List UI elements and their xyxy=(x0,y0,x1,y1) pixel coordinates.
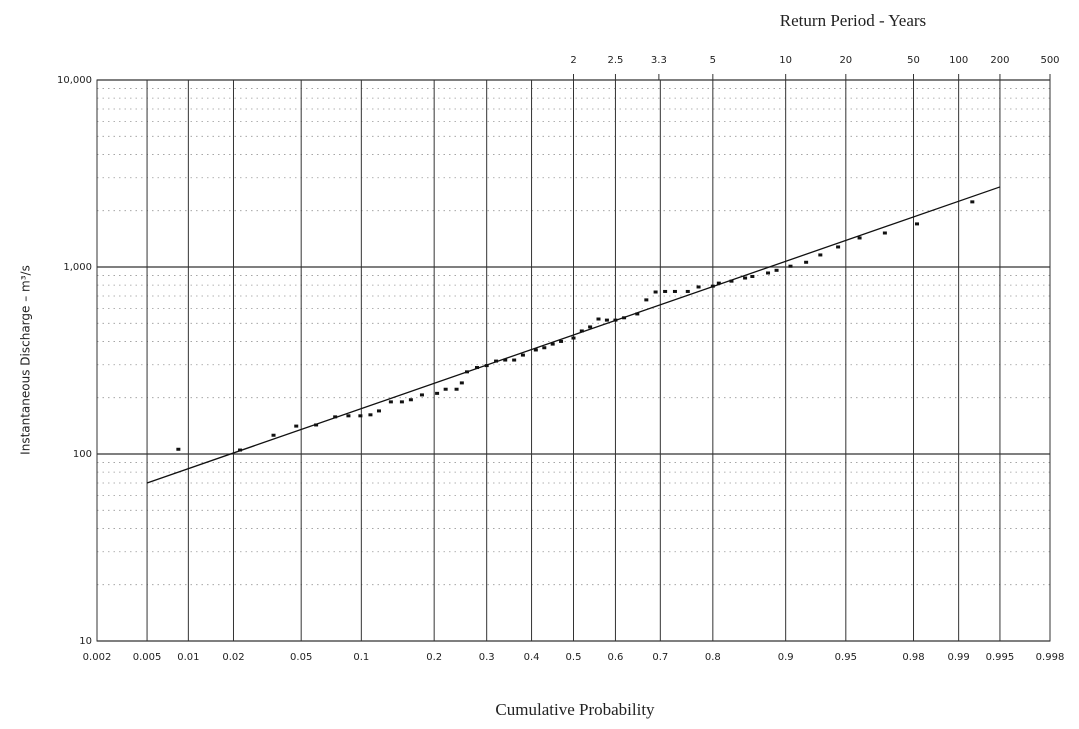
x-tick-label: 0.01 xyxy=(177,652,199,663)
data-point xyxy=(388,400,393,404)
data-point xyxy=(271,433,276,437)
data-point xyxy=(176,447,181,451)
data-point xyxy=(368,413,373,417)
x2-tick-label: 500 xyxy=(1040,55,1059,66)
x-axis-label: Cumulative Probability xyxy=(495,700,655,719)
data-point xyxy=(443,387,448,391)
data-point xyxy=(788,264,793,268)
data-point xyxy=(716,281,721,285)
x2-tick-label: 2.5 xyxy=(607,55,623,66)
data-point xyxy=(559,339,564,343)
data-point xyxy=(454,387,459,391)
plot-frame xyxy=(96,79,1051,642)
x-tick-label: 0.1 xyxy=(353,652,369,663)
y-tick-label: 10,000 xyxy=(57,75,92,86)
x2-tick-label: 2 xyxy=(570,55,576,66)
x-tick-label: 0.998 xyxy=(1036,652,1065,663)
data-point xyxy=(399,400,404,404)
data-point xyxy=(419,393,424,397)
data-point xyxy=(512,358,517,362)
data-point xyxy=(333,415,338,419)
x2-tick-label: 10 xyxy=(779,55,792,66)
x-tick-label: 0.95 xyxy=(835,652,857,663)
x-tick-label: 0.02 xyxy=(222,652,244,663)
data-point xyxy=(774,268,779,272)
data-point xyxy=(663,289,668,293)
data-point xyxy=(494,359,499,363)
data-point xyxy=(571,336,576,340)
x-tick-label: 0.6 xyxy=(607,652,623,663)
data-point xyxy=(672,289,677,293)
x2-tick-label: 20 xyxy=(839,55,852,66)
data-point xyxy=(588,325,593,329)
y-tick-label: 10 xyxy=(79,636,92,647)
x-tick-label: 0.4 xyxy=(524,652,540,663)
x-tick-label: 0.002 xyxy=(83,652,112,663)
x-tick-label: 0.3 xyxy=(479,652,495,663)
data-point xyxy=(750,274,755,278)
data-point xyxy=(696,285,701,289)
x-tick-label: 0.2 xyxy=(426,652,442,663)
data-point xyxy=(766,271,771,275)
data-point xyxy=(743,276,748,280)
data-point xyxy=(459,381,464,385)
x2-tick-label: 200 xyxy=(990,55,1009,66)
x-tick-label: 0.8 xyxy=(705,652,721,663)
data-point xyxy=(596,317,601,321)
data-point xyxy=(376,409,381,413)
data-point xyxy=(653,290,658,294)
data-point xyxy=(533,348,538,352)
x-tick-label: 0.005 xyxy=(133,652,162,663)
data-point xyxy=(685,289,690,293)
data-point xyxy=(408,398,413,402)
x-tick-label: 0.7 xyxy=(652,652,668,663)
data-point xyxy=(836,245,841,249)
x-tick-label: 0.995 xyxy=(986,652,1015,663)
data-point xyxy=(729,279,734,283)
y-tick-label: 100 xyxy=(73,449,92,460)
x-tick-label: 0.9 xyxy=(778,652,794,663)
data-point xyxy=(882,231,887,235)
data-point xyxy=(294,424,299,428)
data-point xyxy=(579,329,584,333)
data-point xyxy=(542,346,547,350)
data-point xyxy=(520,353,525,357)
data-point xyxy=(358,414,363,418)
chart-title: Return Period - Years xyxy=(780,11,926,30)
x-tick-label: 0.98 xyxy=(902,652,924,663)
x2-tick-label: 3.3 xyxy=(651,55,667,66)
y-tick-label: 1,000 xyxy=(63,262,92,273)
data-point xyxy=(644,298,649,302)
data-point xyxy=(435,391,440,395)
data-point xyxy=(818,253,823,257)
data-point xyxy=(475,366,480,370)
data-point xyxy=(915,222,920,226)
x-tick-label: 0.99 xyxy=(948,652,970,663)
x2-tick-label: 50 xyxy=(907,55,920,66)
x-tick-label: 0.5 xyxy=(566,652,582,663)
fit-line xyxy=(146,186,1001,484)
data-point xyxy=(346,414,351,418)
data-point xyxy=(804,260,809,264)
data-point xyxy=(550,342,555,346)
x-tick-label: 0.05 xyxy=(290,652,312,663)
data-point xyxy=(604,318,609,322)
data-point xyxy=(503,358,508,362)
y-axis-label: Instantaneous Discharge – m³/s xyxy=(19,265,33,455)
data-point xyxy=(857,236,862,240)
x2-tick-label: 5 xyxy=(710,55,716,66)
data-point xyxy=(635,312,640,316)
x2-tick-label: 100 xyxy=(949,55,968,66)
data-point xyxy=(970,200,975,204)
